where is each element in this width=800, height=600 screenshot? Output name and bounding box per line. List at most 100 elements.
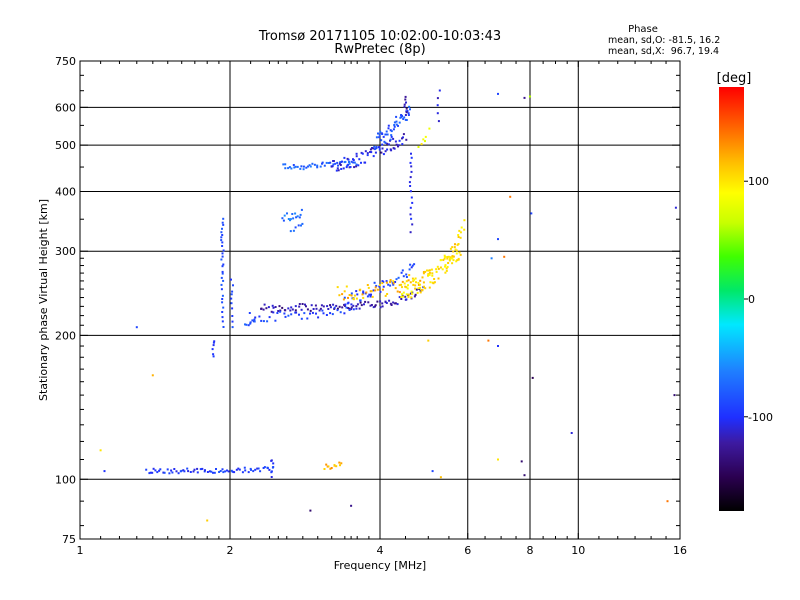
data-point xyxy=(332,160,335,162)
data-point xyxy=(359,288,362,291)
data-point xyxy=(389,284,392,287)
data-point xyxy=(221,311,224,313)
data-point xyxy=(531,376,534,379)
data-point xyxy=(360,161,362,164)
data-point xyxy=(226,469,228,472)
data-point xyxy=(404,285,407,288)
data-point xyxy=(219,470,222,472)
x-tick-label: 10 xyxy=(571,544,585,557)
y-tick-label: 750 xyxy=(55,55,76,68)
data-point xyxy=(272,311,275,314)
data-point xyxy=(460,226,463,229)
data-point xyxy=(201,467,204,470)
data-point xyxy=(287,218,290,220)
data-point xyxy=(321,162,323,165)
data-point xyxy=(419,286,422,289)
data-point xyxy=(422,138,425,141)
data-point xyxy=(221,270,224,273)
data-point xyxy=(336,309,339,312)
data-point xyxy=(302,165,305,168)
data-point xyxy=(446,266,449,268)
data-point xyxy=(287,307,290,310)
data-point xyxy=(359,301,362,304)
data-point xyxy=(405,276,408,278)
data-point xyxy=(256,467,259,470)
data-point xyxy=(355,152,358,155)
data-point xyxy=(333,307,336,310)
data-point xyxy=(401,293,403,296)
data-point xyxy=(372,155,375,158)
data-point xyxy=(325,463,328,466)
data-point xyxy=(390,304,393,306)
data-point xyxy=(252,470,255,473)
data-point xyxy=(389,281,391,284)
data-point xyxy=(392,128,395,131)
data-point xyxy=(222,471,225,474)
data-point xyxy=(336,307,339,310)
data-point xyxy=(393,302,396,305)
data-point xyxy=(428,127,431,130)
data-point xyxy=(220,283,223,286)
data-point xyxy=(221,294,224,297)
data-point xyxy=(370,151,373,154)
data-point xyxy=(220,239,223,242)
data-point xyxy=(355,165,358,168)
data-point xyxy=(359,299,362,302)
data-point xyxy=(350,303,353,306)
data-point xyxy=(397,124,399,127)
data-point xyxy=(387,143,390,146)
x-axis-label: Frequency [MHz] xyxy=(334,559,426,572)
data-point xyxy=(428,269,431,272)
data-point xyxy=(348,294,351,296)
data-point xyxy=(327,465,330,468)
data-point xyxy=(497,345,499,347)
data-point xyxy=(374,305,376,308)
data-point xyxy=(439,266,442,269)
data-point xyxy=(341,306,344,309)
data-point xyxy=(457,236,460,238)
data-point xyxy=(245,323,248,326)
data-point xyxy=(368,293,371,296)
data-point xyxy=(449,256,452,259)
data-point xyxy=(318,309,321,312)
data-point xyxy=(151,471,154,474)
data-point xyxy=(419,289,422,292)
data-point xyxy=(398,291,401,294)
data-point xyxy=(196,467,199,470)
data-point xyxy=(355,305,358,308)
data-point xyxy=(337,164,339,167)
data-point xyxy=(305,305,307,308)
data-point xyxy=(316,166,319,169)
data-point xyxy=(374,304,377,307)
data-point xyxy=(262,320,265,323)
data-point xyxy=(403,105,406,108)
data-point xyxy=(452,259,455,262)
data-point xyxy=(409,176,412,179)
data-point xyxy=(393,124,396,126)
data-point xyxy=(410,266,413,269)
data-point xyxy=(364,161,367,164)
data-point xyxy=(376,300,379,303)
data-point xyxy=(376,288,379,291)
data-point xyxy=(294,226,297,229)
x-tick-label: 8 xyxy=(527,544,534,557)
data-point xyxy=(380,151,383,154)
data-point xyxy=(415,281,417,284)
data-point xyxy=(357,164,360,167)
data-point xyxy=(339,311,342,314)
phase-stats-o: mean, sd,O: -81.5, 16.2 xyxy=(608,35,720,46)
data-point xyxy=(348,162,351,165)
data-point xyxy=(372,147,375,150)
data-point xyxy=(341,160,343,163)
data-point xyxy=(404,114,407,116)
data-point xyxy=(398,139,401,142)
data-point xyxy=(366,284,369,286)
data-point xyxy=(427,274,429,277)
data-point xyxy=(413,263,416,266)
data-point xyxy=(407,295,410,298)
data-point xyxy=(295,311,298,314)
data-point xyxy=(362,292,365,295)
data-point xyxy=(338,305,341,308)
data-point xyxy=(300,317,303,320)
data-point xyxy=(386,133,389,136)
